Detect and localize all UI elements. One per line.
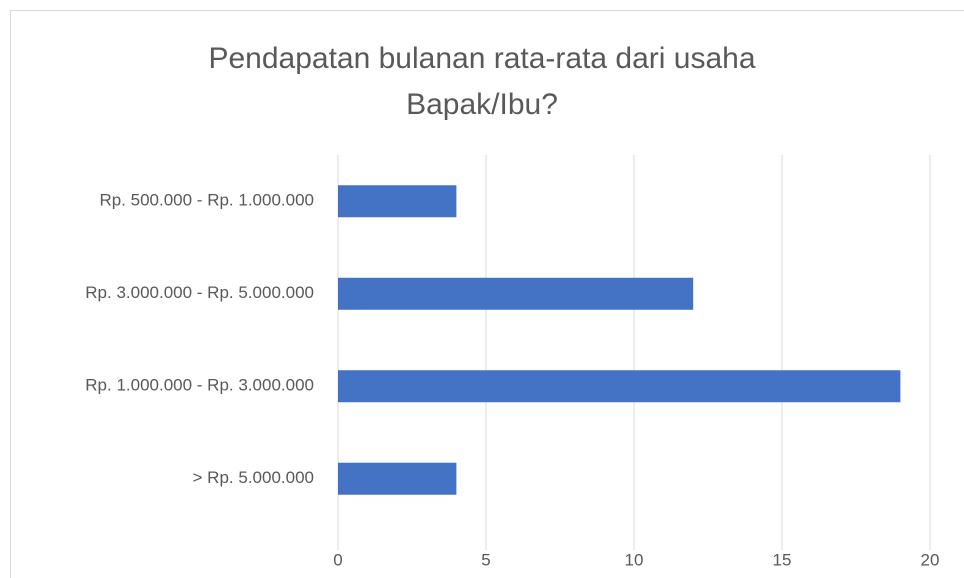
y-tick-label: Rp. 500.000 - Rp. 1.000.000 xyxy=(99,191,314,210)
x-tick-label: 0 xyxy=(333,550,342,569)
x-tick-label: 10 xyxy=(625,550,644,569)
y-tick-label: Rp. 1.000.000 - Rp. 3.000.000 xyxy=(85,376,314,395)
y-tick-label: Rp. 3.000.000 - Rp. 5.000.000 xyxy=(85,283,314,302)
x-tick-label: 15 xyxy=(773,550,792,569)
bar xyxy=(338,185,457,218)
bar xyxy=(338,370,901,403)
x-tick-label: 20 xyxy=(921,550,940,569)
x-tick-label: 5 xyxy=(481,550,490,569)
bar xyxy=(338,277,694,310)
chart-title: Pendapatan bulanan rata-rata dari usaha … xyxy=(208,42,756,121)
bar xyxy=(338,462,457,495)
chart-border xyxy=(10,10,964,578)
y-tick-label: > Rp. 5.000.000 xyxy=(193,468,314,487)
